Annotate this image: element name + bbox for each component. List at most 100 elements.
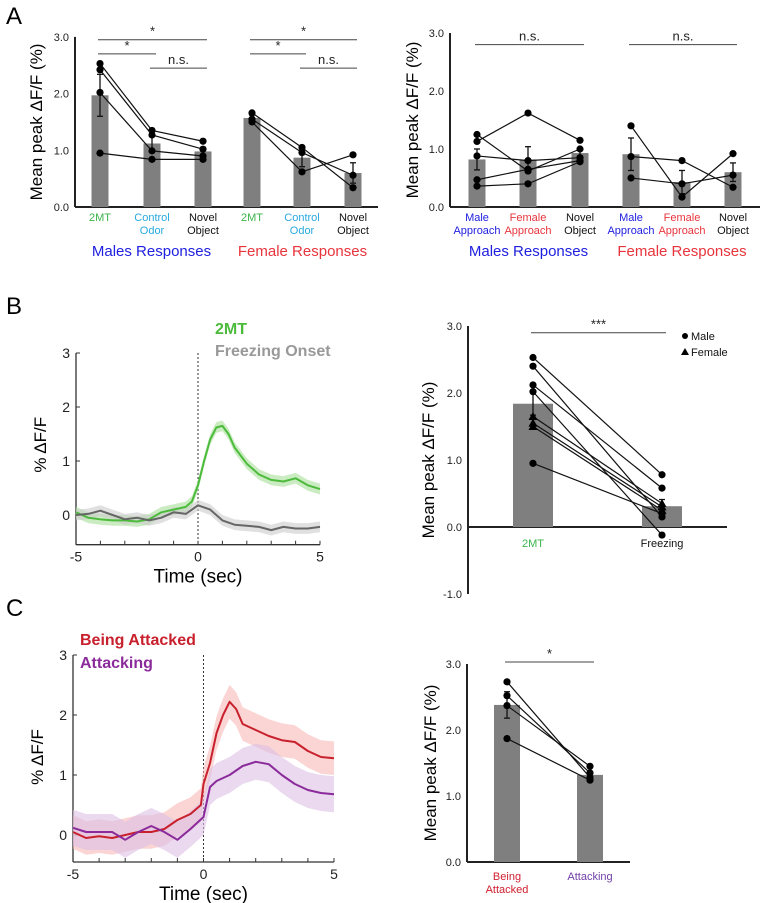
bar (577, 774, 603, 862)
male-marker (627, 152, 635, 161)
male-marker (524, 165, 532, 173)
male-marker (658, 531, 666, 539)
male-marker (529, 353, 537, 362)
significance-label: n.s. (673, 29, 694, 44)
category-label: Object (337, 225, 369, 237)
male-marker (576, 158, 584, 166)
category-label: Approach (607, 225, 654, 237)
group-label: Males Responses (469, 243, 588, 260)
group-label: Males Responses (92, 243, 211, 260)
category-label: Male (619, 212, 643, 224)
subject-line (532, 415, 663, 505)
category-label: Novel (339, 212, 367, 224)
male-marker (298, 148, 306, 157)
panel-letter-a: A (6, 3, 22, 30)
category-label: Being (493, 871, 521, 883)
x-tick-label: 5 (316, 549, 324, 565)
y-tick-label: 2 (62, 399, 70, 415)
y-tick-label: 2.0 (429, 86, 444, 98)
category-label: Odor (290, 225, 315, 237)
male-marker (298, 168, 306, 176)
male-marker (473, 152, 481, 160)
series-line (75, 424, 321, 523)
y-axis-label: Mean peak ΔF/F (%) (27, 44, 46, 201)
subject-line (506, 695, 591, 774)
y-axis-label: Mean peak ΔF/F (%) (419, 382, 438, 539)
subject-line (532, 357, 663, 476)
subject-line (532, 425, 663, 511)
male-marker (524, 180, 532, 188)
male-marker (524, 109, 532, 117)
y-tick-label: 0 (59, 827, 67, 843)
subject-line (476, 112, 581, 142)
x-axis-label: Time (sec) (153, 567, 242, 588)
category-label: Novel (566, 212, 594, 224)
male-marker (503, 692, 511, 700)
subject-line (506, 738, 591, 781)
y-tick-label: 0 (62, 507, 70, 523)
y-tick-label: 3.0 (446, 659, 461, 671)
female-marker (528, 411, 538, 420)
y-tick-label: 1.0 (429, 144, 444, 156)
category-label: Novel (719, 212, 747, 224)
male-marker (503, 701, 511, 710)
male-marker (473, 182, 481, 190)
sem-band (73, 685, 334, 855)
series-line (72, 760, 335, 841)
male-marker (148, 147, 156, 155)
x-tick-label: -5 (70, 549, 83, 565)
category-label: Attacking (567, 871, 612, 883)
male-marker (248, 109, 256, 117)
x-tick-label: 0 (194, 549, 202, 565)
line-chart-4: 0 1 2 3 -5 0 5 Time (sec) % ΔF/F Being Attacked At… (28, 632, 338, 903)
male-marker (96, 66, 104, 74)
y-tick-label: 2.0 (446, 725, 461, 737)
category-label: Female (510, 212, 547, 224)
bar (494, 704, 520, 862)
subject-line (506, 705, 591, 767)
male-marker (298, 143, 306, 152)
category-label: 2MT (89, 212, 111, 224)
male-marker (248, 118, 256, 126)
y-tick-label: 2.0 (447, 388, 462, 400)
male-marker (586, 762, 594, 770)
male-marker (658, 484, 666, 492)
legend-label: Being Attacked (80, 632, 196, 649)
y-tick-label: 0.0 (447, 522, 462, 534)
male-marker (148, 155, 156, 163)
male-marker (678, 157, 686, 165)
male-marker (503, 734, 511, 743)
male-marker (586, 769, 594, 777)
male-marker (524, 157, 532, 165)
y-tick-label: 0.0 (446, 857, 461, 869)
series-line (75, 504, 321, 532)
significance-label: n.s. (168, 52, 189, 67)
legend-label: 2MT (215, 321, 247, 338)
group-label: Female Responses (238, 243, 367, 260)
category-label: Object (187, 225, 219, 237)
y-tick-label: 3.0 (447, 321, 462, 333)
y-tick-label: 1 (59, 767, 67, 783)
male-marker (199, 155, 207, 163)
y-tick-label: 0.0 (429, 202, 444, 214)
bar (571, 153, 589, 207)
category-label: Odor (140, 225, 165, 237)
female-legend-icon (681, 348, 689, 355)
category-label: Approach (453, 225, 500, 237)
legend-label: Male (691, 331, 715, 343)
significance-label: * (150, 24, 155, 39)
male-marker (529, 381, 537, 389)
category-label: Male (465, 212, 489, 224)
male-marker (729, 150, 737, 158)
male-marker (627, 122, 635, 130)
male-marker (349, 184, 357, 192)
male-marker (349, 171, 357, 179)
male-marker (473, 176, 481, 184)
group-label: Female Responses (617, 243, 746, 260)
significance-label: n.s. (318, 52, 339, 67)
male-marker (148, 131, 156, 139)
y-tick-label: 3 (62, 345, 70, 361)
male-legend-icon (682, 333, 688, 339)
